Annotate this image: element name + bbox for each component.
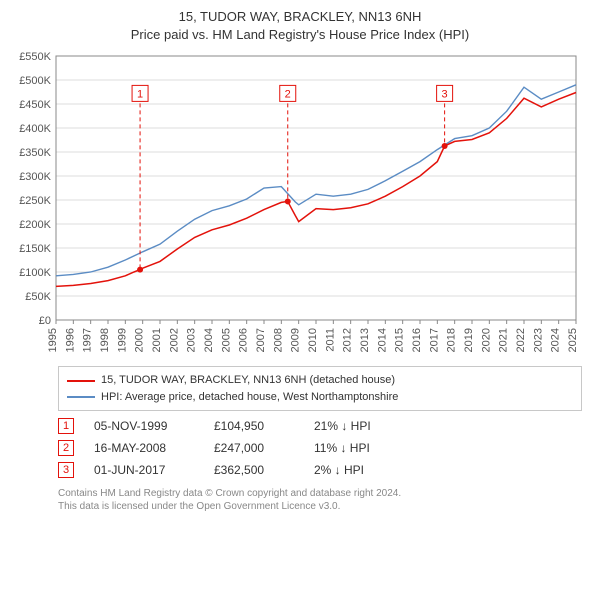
svg-text:1995: 1995 [47, 328, 59, 352]
title-line2: Price paid vs. HM Land Registry's House … [8, 26, 592, 44]
event-price: £362,500 [214, 463, 294, 477]
legend-label-1: 15, TUDOR WAY, BRACKLEY, NN13 6NH (detac… [101, 372, 395, 389]
svg-text:2012: 2012 [342, 328, 354, 352]
svg-text:2: 2 [285, 89, 291, 101]
svg-text:2020: 2020 [480, 328, 492, 352]
event-row: 2 16-MAY-2008 £247,000 11% ↓ HPI [58, 437, 582, 459]
event-delta: 11% ↓ HPI [314, 441, 370, 455]
svg-text:£0: £0 [39, 315, 51, 327]
svg-text:2011: 2011 [324, 328, 336, 352]
title-line1: 15, TUDOR WAY, BRACKLEY, NN13 6NH [8, 8, 592, 26]
event-marker: 1 [58, 418, 74, 434]
footer-line1: Contains HM Land Registry data © Crown c… [58, 487, 582, 500]
svg-text:2024: 2024 [550, 328, 562, 352]
svg-text:£100K: £100K [19, 267, 51, 279]
svg-text:1: 1 [137, 89, 143, 101]
event-date: 16-MAY-2008 [94, 441, 194, 455]
legend-row-1: 15, TUDOR WAY, BRACKLEY, NN13 6NH (detac… [67, 372, 573, 389]
svg-text:2025: 2025 [567, 328, 579, 352]
svg-text:2002: 2002 [168, 328, 180, 352]
svg-text:1996: 1996 [64, 328, 76, 352]
event-list: 1 05-NOV-1999 £104,950 21% ↓ HPI 2 16-MAY-200… [58, 415, 582, 481]
svg-text:£400K: £400K [19, 123, 51, 135]
chart-titles: 15, TUDOR WAY, BRACKLEY, NN13 6NH Price … [8, 8, 592, 44]
svg-text:1998: 1998 [99, 328, 111, 352]
svg-text:2017: 2017 [428, 328, 440, 352]
svg-text:2013: 2013 [359, 328, 371, 352]
svg-text:£150K: £150K [19, 243, 51, 255]
event-date: 01-JUN-2017 [94, 463, 194, 477]
svg-text:2008: 2008 [272, 328, 284, 352]
svg-text:2019: 2019 [463, 328, 475, 352]
svg-text:£350K: £350K [19, 147, 51, 159]
event-price: £104,950 [214, 419, 294, 433]
svg-text:2005: 2005 [220, 328, 232, 352]
svg-text:2003: 2003 [186, 328, 198, 352]
event-delta: 2% ↓ HPI [314, 463, 364, 477]
legend-row-2: HPI: Average price, detached house, West… [67, 389, 573, 406]
footer-line2: This data is licensed under the Open Gov… [58, 500, 582, 513]
event-row: 3 01-JUN-2017 £362,500 2% ↓ HPI [58, 459, 582, 481]
chart-container: £0 £50K £100K £150K £200K £250K £300K £350K £400… [8, 50, 592, 360]
svg-text:1999: 1999 [116, 328, 128, 352]
svg-text:2022: 2022 [515, 328, 527, 352]
svg-text:2010: 2010 [307, 328, 319, 352]
event-delta: 21% ↓ HPI [314, 419, 371, 433]
svg-text:3: 3 [442, 89, 448, 101]
svg-text:2018: 2018 [446, 328, 458, 352]
svg-text:2021: 2021 [498, 328, 510, 352]
svg-text:1997: 1997 [82, 328, 94, 352]
svg-text:£450K: £450K [19, 99, 51, 111]
event-date: 05-NOV-1999 [94, 419, 194, 433]
footer: Contains HM Land Registry data © Crown c… [58, 487, 582, 513]
svg-text:£200K: £200K [19, 219, 51, 231]
svg-text:£500K: £500K [19, 75, 51, 87]
event-row: 1 05-NOV-1999 £104,950 21% ↓ HPI [58, 415, 582, 437]
svg-text:£250K: £250K [19, 195, 51, 207]
legend-swatch-2 [67, 396, 95, 398]
svg-text:2004: 2004 [203, 328, 215, 352]
svg-text:2006: 2006 [238, 328, 250, 352]
event-marker: 3 [58, 462, 74, 478]
event-price: £247,000 [214, 441, 294, 455]
svg-text:2014: 2014 [376, 328, 388, 352]
svg-text:£550K: £550K [19, 51, 51, 63]
svg-text:2016: 2016 [411, 328, 423, 352]
line-chart: £0 £50K £100K £150K £200K £250K £300K £350K £400… [8, 50, 588, 360]
svg-text:£300K: £300K [19, 171, 51, 183]
svg-text:2009: 2009 [290, 328, 302, 352]
event-marker: 2 [58, 440, 74, 456]
svg-text:2023: 2023 [532, 328, 544, 352]
svg-text:£50K: £50K [25, 291, 51, 303]
legend: 15, TUDOR WAY, BRACKLEY, NN13 6NH (detac… [58, 366, 582, 411]
legend-label-2: HPI: Average price, detached house, West… [101, 389, 398, 406]
legend-swatch-1 [67, 380, 95, 382]
svg-text:2000: 2000 [134, 328, 146, 352]
svg-text:2007: 2007 [255, 328, 267, 352]
svg-text:2001: 2001 [151, 328, 163, 352]
svg-text:2015: 2015 [394, 328, 406, 352]
